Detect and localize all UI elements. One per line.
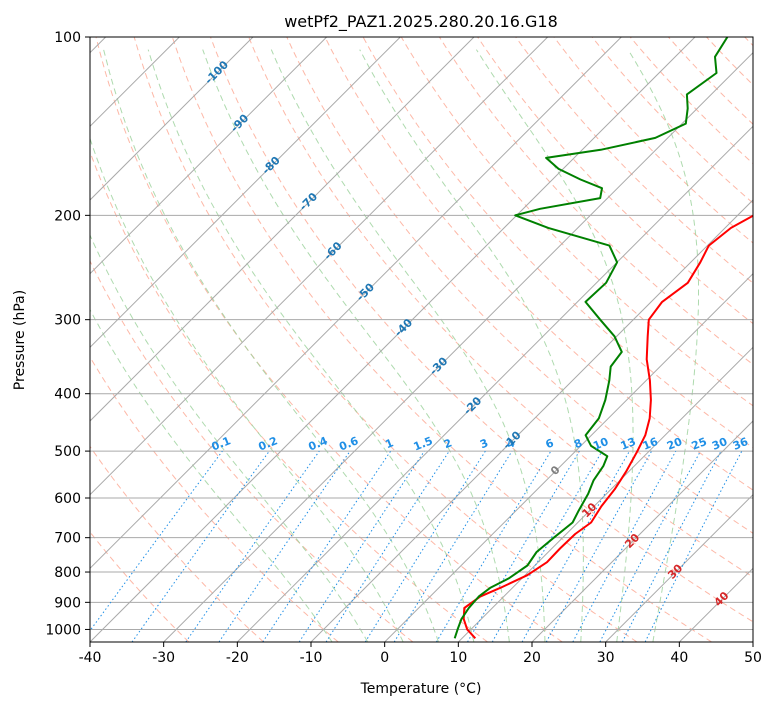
y-tick-label: 500	[54, 444, 81, 460]
moist-adiabat-line	[627, 49, 699, 642]
x-tick-label: 50	[744, 650, 762, 666]
x-tick-label: 10	[449, 650, 467, 666]
x-tick-label: 0	[380, 650, 389, 666]
isotherm-line	[90, 37, 622, 570]
isotherm-line	[163, 51, 753, 642]
label-layer: 0.1 0.2 0.4 0.6 1 1.5 2 3 4 6 8 10 13 16 20 25 30 36-100-…	[202, 58, 750, 609]
isotherm-line	[90, 37, 401, 349]
dry-adiabat-line	[324, 37, 753, 491]
y-tick-label: 600	[54, 491, 81, 507]
x-tick-label: 40	[670, 650, 688, 666]
x-axis-label: Temperature (°C)	[360, 681, 482, 697]
dry-adiabat-line	[95, 37, 563, 642]
mixing-ratio-label: 20	[665, 435, 684, 453]
mixing-ratio-line	[644, 450, 743, 642]
y-tick-label: 700	[54, 531, 81, 547]
isotherm-line	[605, 493, 753, 642]
moist-adiabat-line	[90, 137, 404, 642]
isotherm-line	[531, 420, 753, 642]
dry-adiabat-line	[248, 37, 753, 578]
mixing-ratio-label: 3	[478, 436, 490, 451]
mixing-ratio-label: 25	[690, 435, 709, 453]
mixing-ratio-label: 36	[731, 435, 750, 453]
mixing-ratio-line	[298, 450, 425, 642]
mixing-ratio-label: 10	[591, 435, 610, 453]
x-tick-label: -20	[226, 650, 249, 666]
grid-layer	[90, 37, 753, 642]
mixing-ratio-label: 1	[383, 436, 395, 451]
moist-adiabat-line	[90, 233, 369, 642]
isotherm-line	[384, 272, 753, 642]
x-tick-label: -30	[152, 650, 175, 666]
y-tick-label: 800	[54, 565, 81, 581]
moist-adiabat-line	[103, 49, 439, 642]
mixing-ratio-label: 2	[442, 436, 454, 451]
dry-adiabat-line	[133, 37, 638, 642]
dry-adiabat-line	[210, 37, 753, 623]
dry-adiabat-line	[90, 259, 414, 642]
isotherm-line	[752, 641, 753, 642]
mixing-ratio-line	[393, 450, 513, 642]
dry-adiabat-line	[171, 37, 712, 642]
dry-adiabat-line	[515, 37, 753, 284]
x-tick-label: 30	[597, 650, 615, 666]
y-axis-label: Pressure (hPa)	[12, 290, 28, 390]
series-layer	[453, 37, 753, 639]
chart-title: wetPf2_PAZ1.2025.280.20.16.G18	[284, 12, 558, 32]
isotherm-line	[310, 199, 753, 642]
dewpoint-profile-line	[453, 37, 729, 639]
y-tick-label: 1000	[45, 622, 81, 638]
y-tick-label: 300	[54, 313, 81, 329]
axis-layer: -40 -30 -20 -10 0 10 20 30 40 50 100 200 300 400 500 60…	[45, 30, 762, 666]
mixing-ratio-line	[262, 450, 392, 642]
moist-adiabat-line	[90, 308, 333, 642]
plot-background	[90, 37, 753, 642]
mixing-ratio-line	[545, 450, 653, 642]
isotherm-line	[90, 37, 254, 201]
mixing-ratio-line	[185, 450, 320, 642]
mixing-ratio-label: 8	[572, 436, 584, 451]
mixing-ratio-line	[90, 450, 223, 632]
temperature-profile-line	[462, 214, 753, 639]
isotherm-line	[236, 125, 753, 642]
x-tick-label: 20	[523, 650, 541, 666]
isotherm-line	[457, 346, 753, 642]
y-tick-label: 100	[54, 30, 81, 46]
dry-adiabat-line	[286, 37, 753, 534]
isotherm-line	[90, 37, 696, 642]
x-tick-label: -10	[300, 650, 323, 666]
mixing-ratio-line	[521, 450, 630, 642]
dry-adiabat-line	[90, 445, 264, 642]
mixing-ratio-label: 16	[641, 435, 660, 453]
moist-adiabat-line	[475, 49, 634, 642]
mixing-ratio-label: 30	[710, 435, 729, 453]
dry-adiabat-line	[90, 356, 339, 642]
moist-adiabat-line	[147, 49, 475, 642]
moist-adiabat-line	[270, 49, 546, 642]
mixing-ratio-line	[131, 450, 270, 642]
y-tick-label: 900	[54, 595, 81, 611]
x-tick-label: -40	[79, 650, 102, 666]
mixing-ratio-line	[572, 450, 677, 642]
mixing-ratio-line	[218, 450, 351, 642]
mixing-ratio-line	[325, 450, 450, 642]
isotherm-line	[90, 37, 475, 422]
y-tick-label: 400	[54, 387, 81, 403]
isotherm-line	[90, 37, 549, 496]
moist-adiabat-line	[202, 49, 510, 642]
y-tick-label: 200	[54, 208, 81, 224]
mixing-ratio-label: 13	[619, 435, 638, 453]
isotherm-line	[90, 37, 328, 275]
plot-frame	[89, 36, 754, 643]
